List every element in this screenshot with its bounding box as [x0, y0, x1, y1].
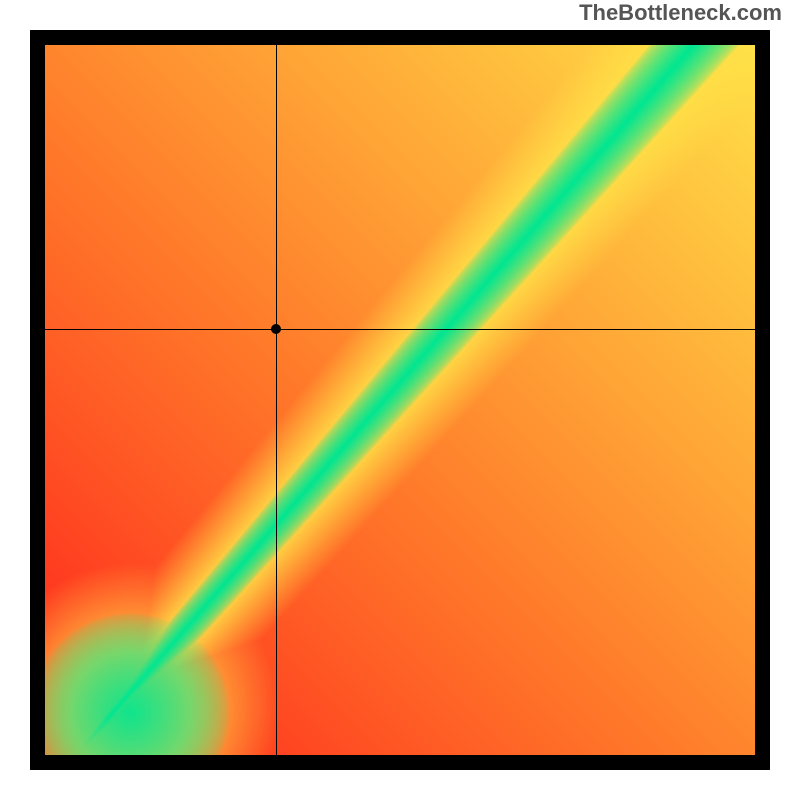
crosshair-vertical [276, 45, 277, 755]
crosshair-horizontal [45, 329, 755, 330]
watermark-text: TheBottleneck.com [579, 0, 782, 26]
plot-area [45, 45, 755, 755]
heatmap-canvas [45, 45, 755, 755]
plot-frame [30, 30, 770, 770]
crosshair-point [271, 324, 281, 334]
